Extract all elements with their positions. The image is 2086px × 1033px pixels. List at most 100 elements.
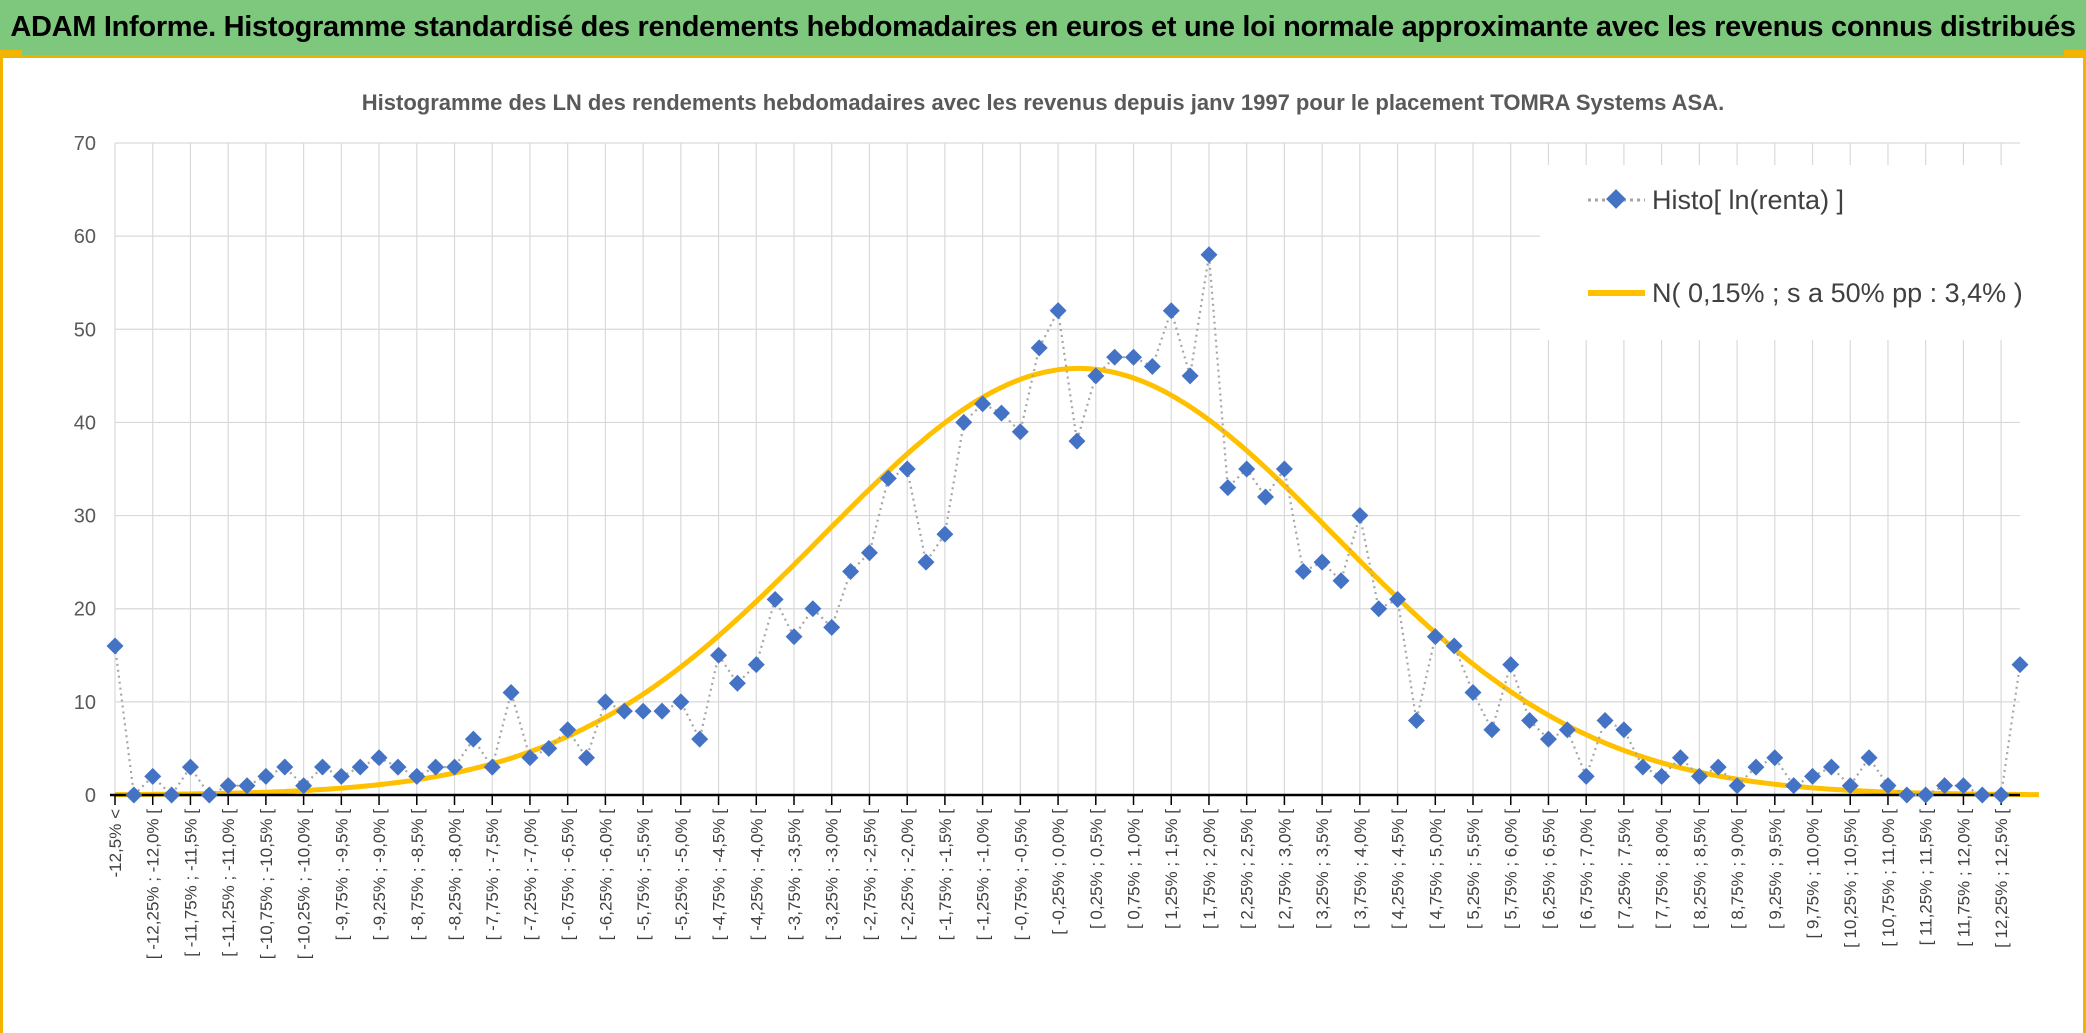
histogram-point	[936, 525, 954, 543]
x-tick-label: [ 3,75% ; 4,0% [	[1351, 809, 1370, 929]
histogram-point	[464, 730, 482, 748]
histogram-point	[1804, 767, 1822, 785]
histogram-point	[2011, 656, 2029, 674]
histogram-point	[351, 758, 369, 776]
histogram-point	[1068, 432, 1086, 450]
histogram-point	[257, 767, 275, 785]
x-tick-label: [ 7,75% ; 8,0% [	[1653, 809, 1672, 929]
x-tick-label: [ 4,25% ; 4,5% [	[1389, 809, 1408, 929]
x-tick-label: [ -12,25% ; -12,0% [	[144, 809, 163, 960]
x-tick-label: [ -8,25% ; -8,0% [	[446, 809, 465, 941]
histogram-point	[955, 413, 973, 431]
histogram-point	[1841, 777, 1859, 795]
x-tick-label: [ 2,75% ; 3,0% [	[1275, 809, 1294, 929]
legend-background	[1540, 165, 2030, 340]
histogram-point	[1257, 488, 1274, 506]
histogram-point	[1539, 730, 1557, 748]
histogram-point	[917, 553, 935, 571]
x-tick-label: [ -5,75% ; -5,5% [	[634, 809, 653, 941]
x-tick-label: [ -11,75% ; -11,5% [	[181, 809, 200, 957]
histogram-point	[1747, 758, 1765, 776]
x-tick-label: [ 8,75% ; 9,0% [	[1728, 809, 1747, 929]
histogram-point	[1407, 712, 1425, 730]
histogram-point	[785, 628, 803, 646]
x-tick-label: [ 4,75% ; 5,0% [	[1426, 809, 1445, 929]
x-tick-label: [ 2,25% ; 2,5% [	[1238, 809, 1257, 929]
histogram-point	[1313, 553, 1331, 571]
histogram-point	[1143, 358, 1161, 375]
y-tick-label: 0	[85, 785, 96, 807]
corner-mark-left	[0, 50, 22, 58]
histogram-point	[389, 758, 407, 776]
histogram-point	[691, 730, 709, 748]
legend-histo-marker	[1606, 189, 1626, 209]
x-tick-label: [ 3,25% ; 3,5% [	[1313, 809, 1332, 929]
x-tick-label: [ 10,25% ; 10,5% [	[1841, 809, 1860, 948]
histogram-point	[672, 693, 690, 711]
x-tick-label: [ -2,75% ; -2,5% [	[860, 809, 879, 941]
histogram-point	[1219, 479, 1237, 497]
histogram-point	[1709, 758, 1727, 776]
x-tick-label: [ -2,25% ; -2,0% [	[898, 809, 917, 941]
histogram-point	[766, 590, 784, 608]
x-tick-label: [ -4,25% ; -4,0% [	[747, 809, 766, 941]
histogram-point	[804, 600, 822, 618]
histogram-point	[1238, 460, 1256, 478]
x-tick-label: [ 7,25% ; 7,5% [	[1615, 809, 1634, 929]
legend: Histo[ ln(renta) ] N( 0,15% ; s a 50% pp…	[1540, 165, 2030, 340]
histogram-point	[295, 777, 313, 795]
x-tick-label: [ -4,75% ; -4,5% [	[710, 809, 729, 941]
normal-curve	[115, 365, 2039, 798]
histogram-point	[1728, 777, 1746, 795]
histogram-point	[559, 721, 577, 739]
histogram-point	[200, 786, 218, 804]
histogram-point	[898, 460, 916, 478]
histogram-point	[1596, 712, 1614, 730]
y-tick-label: 30	[74, 506, 96, 528]
x-tick-label: [ 11,25% ; 11,5% [	[1917, 809, 1936, 946]
histogram-point	[1275, 460, 1293, 478]
histogram-point	[1181, 367, 1199, 385]
y-tick-label: 50	[74, 319, 96, 341]
x-tick-label: [ 12,25% ; 12,5% [	[1992, 809, 2011, 948]
histogram-point	[1521, 712, 1539, 729]
report-banner: ADAM Informe. Histogramme standardisé de…	[0, 0, 2086, 58]
histogram-point	[710, 646, 728, 664]
histogram-point	[1690, 767, 1708, 785]
histogram-point	[1615, 721, 1633, 739]
y-axis: 0 10 20 30 40 50 60 70	[74, 133, 96, 807]
histogram-point	[370, 749, 388, 767]
x-tick-label: [ -7,25% ; -7,0% [	[521, 809, 540, 941]
x-tick-label: [ 8,25% ; 8,5% [	[1690, 809, 1709, 929]
histogram-point	[332, 767, 350, 785]
x-tick-label: [ -9,75% ; -9,5% [	[332, 809, 351, 941]
histogram-point	[1992, 786, 2010, 804]
histogram-point	[578, 749, 595, 767]
histogram-point	[842, 562, 860, 580]
chart-title: Histogramme des LN des rendements hebdom…	[362, 90, 1724, 115]
x-tick-label: [ -1,75% ; -1,5% [	[936, 809, 955, 941]
y-tick-label: 20	[74, 599, 96, 621]
histogram-point	[1200, 246, 1218, 264]
x-tick-label: [ -3,25% ; -3,0% [	[823, 809, 842, 941]
x-tick-label: [ 6,75% ; 7,0% [	[1577, 809, 1596, 929]
histogram-point	[653, 702, 671, 720]
x-tick-label: [ -0,75% ; -0,5% [	[1011, 809, 1030, 941]
corner-mark-right	[2064, 50, 2086, 58]
histogram-point	[1464, 684, 1482, 702]
x-tick-label: [ -6,75% ; -6,5% [	[559, 809, 578, 941]
histogram-point	[540, 739, 558, 757]
histogram-point	[615, 702, 633, 720]
x-tick-label: [ 9,75% ; 10,0% [	[1804, 809, 1823, 939]
x-axis: -12,5% < [ -12,25% ; -12,0% [[ -11,75% ; …	[106, 793, 2020, 960]
histogram-point	[125, 786, 143, 804]
histogram-point	[974, 395, 992, 413]
histogram-point	[502, 684, 520, 702]
x-tick-label: [ 1,75% ; 2,0% [	[1200, 809, 1219, 929]
histogram-point	[1577, 767, 1595, 785]
histogram-point	[1898, 786, 1916, 804]
histogram-point	[1936, 777, 1954, 795]
x-tick-label: [ 0,25% ; 0,5% [	[1087, 809, 1106, 929]
histogram-point	[1502, 656, 1520, 674]
y-tick-label: 70	[74, 133, 96, 155]
